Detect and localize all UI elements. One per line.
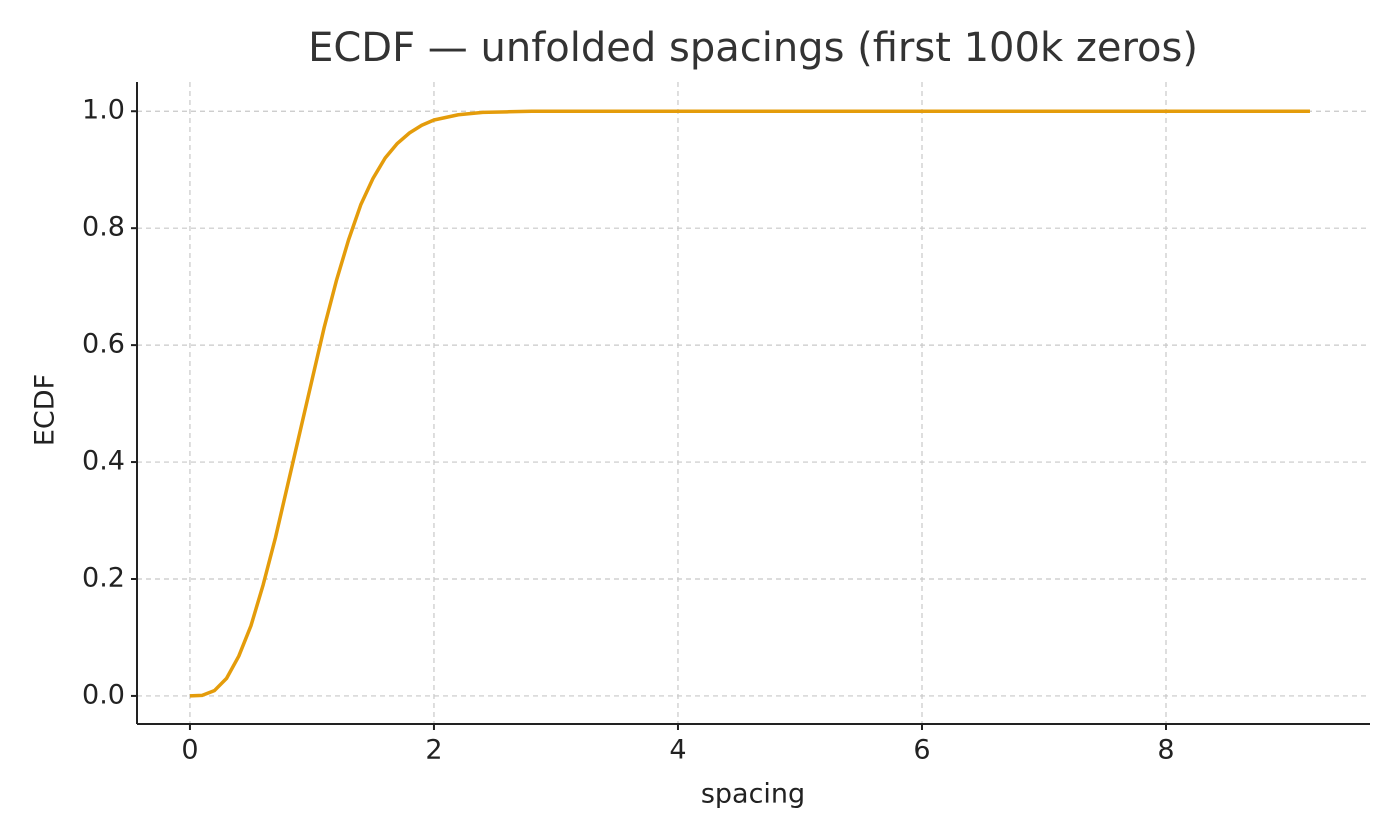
grid — [137, 82, 1370, 724]
ecdf-line — [189, 109, 1310, 698]
y-tick-label: 0.2 — [82, 562, 125, 593]
y-tick-label: 0.8 — [82, 212, 125, 243]
plot — [189, 109, 1310, 698]
x-tick-label: 6 — [913, 735, 930, 766]
y-tick-label: 0.6 — [82, 329, 125, 360]
chart-title: ECDF — unfolded spacings (first 100k zer… — [308, 25, 1198, 71]
x-tick-label: 4 — [669, 735, 686, 766]
x-tick-label: 2 — [425, 735, 442, 766]
x-tick-label: 0 — [181, 735, 198, 766]
x-axis-label: spacing — [701, 779, 805, 810]
y-tick-label: 1.0 — [82, 95, 125, 126]
y-tick-label: 0.0 — [82, 679, 125, 710]
x-tick-label: 8 — [1157, 735, 1174, 766]
y-axis-label: ECDF — [30, 374, 61, 446]
y-tick-label: 0.4 — [82, 446, 125, 477]
